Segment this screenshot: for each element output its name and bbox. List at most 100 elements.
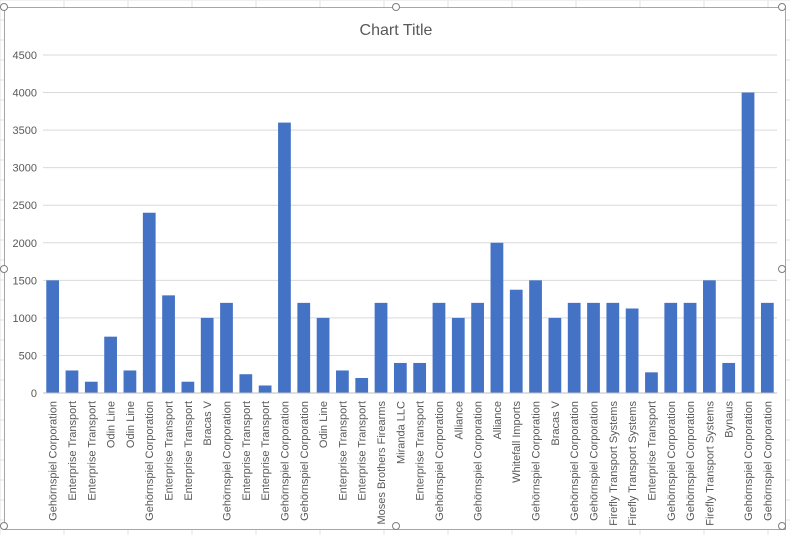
bar[interactable] [509,289,523,393]
chart-area[interactable]: Chart Title 0 500 1000 1500 2000 2500 3000 3500… [0,3,786,530]
bar[interactable] [181,381,195,393]
bar[interactable] [683,302,697,393]
bar[interactable] [162,295,175,393]
x-tick-label: Enterprise Transport [164,401,176,501]
resize-handle-top-right[interactable] [778,3,786,11]
x-tick-label: Enterprise Transport [260,401,272,501]
x-tick-label: Bracas V [550,400,562,445]
x-tick-label: Gehörnspiel Corporation [531,401,543,521]
bar[interactable] [278,122,291,393]
x-tick-label: Gehörnspiel Corporation [666,401,678,521]
x-tick-label: Firefly Transport Systems [627,401,639,526]
x-tick-label: Alliance [453,401,465,440]
y-tick-label: 0 [31,388,37,400]
bar-chart: Chart Title 0 500 1000 1500 2000 2500 3000 3500… [13,22,777,526]
x-tick-label: Enterprise Transport [183,401,195,501]
bar[interactable] [200,317,214,393]
x-tick-label: Gehörnspiel Corporation [589,401,601,521]
bar[interactable] [432,302,446,393]
bar[interactable] [625,308,639,394]
bar[interactable] [65,370,79,393]
bar[interactable] [336,370,349,393]
x-tick-label: Gehörnspiel Corporation [743,401,755,521]
bar[interactable] [142,212,156,393]
x-tick-label: Bracas V [202,400,214,445]
resize-handle-bottom[interactable] [392,522,400,530]
bar[interactable] [529,280,542,393]
x-tick-label: Gehörnspiel Corporation [685,401,697,521]
x-tick-label: Enterprise Transport [415,401,427,501]
x-tick-label: Gehörnspiel Corporation [299,401,311,521]
bar[interactable] [471,302,484,393]
bar[interactable] [123,370,137,393]
y-axis-tick-labels: 0 500 1000 1500 2000 2500 3000 3500 4000 4500 [13,50,37,400]
y-tick-label: 1500 [13,275,37,287]
x-tick-label: Enterprise Transport [357,401,369,501]
x-tick-label: Odin Line [106,401,118,448]
resize-handle-bottom-left[interactable] [0,522,8,530]
bar[interactable] [741,92,755,394]
bar[interactable] [393,362,407,393]
x-tick-label: Gehörnspiel Corporation [279,401,291,521]
bar[interactable] [587,302,600,393]
x-tick-label: Enterprise Transport [337,401,349,501]
x-axis-tick-labels: Gehörnspiel Corporation Enterprise Transp… [48,400,775,525]
x-tick-label: Moses Brothers Firearms [376,401,388,525]
y-tick-label: 2000 [13,238,37,250]
bar[interactable] [760,302,774,393]
resize-handle-left[interactable] [0,265,8,273]
resize-handle-bottom-right[interactable] [778,522,786,530]
x-tick-label: Gehörnspiel Corporation [762,401,774,521]
bar[interactable] [258,385,272,393]
bar[interactable] [239,374,253,393]
x-tick-label: Firefly Transport Systems [608,401,620,526]
y-tick-label: 3000 [13,163,37,175]
bar[interactable] [567,302,581,393]
x-tick-label: Odin Line [318,401,330,448]
bar[interactable] [374,302,388,393]
bar[interactable] [355,377,369,393]
bar[interactable] [664,302,678,393]
x-tick-label: Enterprise Transport [646,401,658,501]
x-tick-label: Miranda LLC [395,401,407,464]
bar[interactable] [722,362,736,393]
bar[interactable] [451,317,465,393]
bar-series[interactable] [46,92,774,394]
y-tick-label: 500 [19,350,37,362]
resize-handle-right[interactable] [778,265,786,273]
y-tick-label: 4000 [13,88,37,100]
x-tick-label: Gehörnspiel Corporation [48,401,60,521]
y-tick-label: 1000 [13,313,37,325]
bar[interactable] [548,317,562,393]
resize-handle-top[interactable] [392,3,400,11]
y-tick-label: 4500 [13,50,37,62]
x-tick-label: Enterprise Transport [67,401,79,501]
bar[interactable] [645,372,658,393]
x-tick-label: Enterprise Transport [86,401,98,501]
x-tick-label: Enterprise Transport [241,401,253,501]
bar[interactable] [297,302,311,393]
bar[interactable] [490,242,504,393]
resize-handle-top-left[interactable] [0,3,8,11]
y-tick-label: 3500 [13,125,37,137]
bar[interactable] [104,336,117,393]
y-tick-label: 2500 [13,200,37,212]
x-tick-label: Gehörnspiel Corporation [144,401,156,521]
bar[interactable] [413,362,427,393]
x-tick-label: Alliance [492,401,504,440]
x-tick-label: Gehörnspiel Corporation [569,401,581,521]
bar[interactable] [84,381,98,393]
x-tick-label: Whitefall Imports [511,401,523,483]
x-tick-label: Bynaus [724,401,736,438]
chart-title[interactable]: Chart Title [360,22,433,39]
x-tick-label: Gehörnspiel Corporation [473,401,485,521]
x-tick-label: Gehörnspiel Corporation [434,401,446,521]
bar[interactable] [606,302,620,393]
x-tick-label: Gehörnspiel Corporation [222,401,234,521]
bar[interactable] [46,280,60,393]
bar[interactable] [220,302,233,393]
bar[interactable] [316,317,330,393]
bar[interactable] [703,280,716,393]
x-tick-label: Odin Line [125,401,137,448]
x-tick-label: Firefly Transport Systems [704,401,716,526]
